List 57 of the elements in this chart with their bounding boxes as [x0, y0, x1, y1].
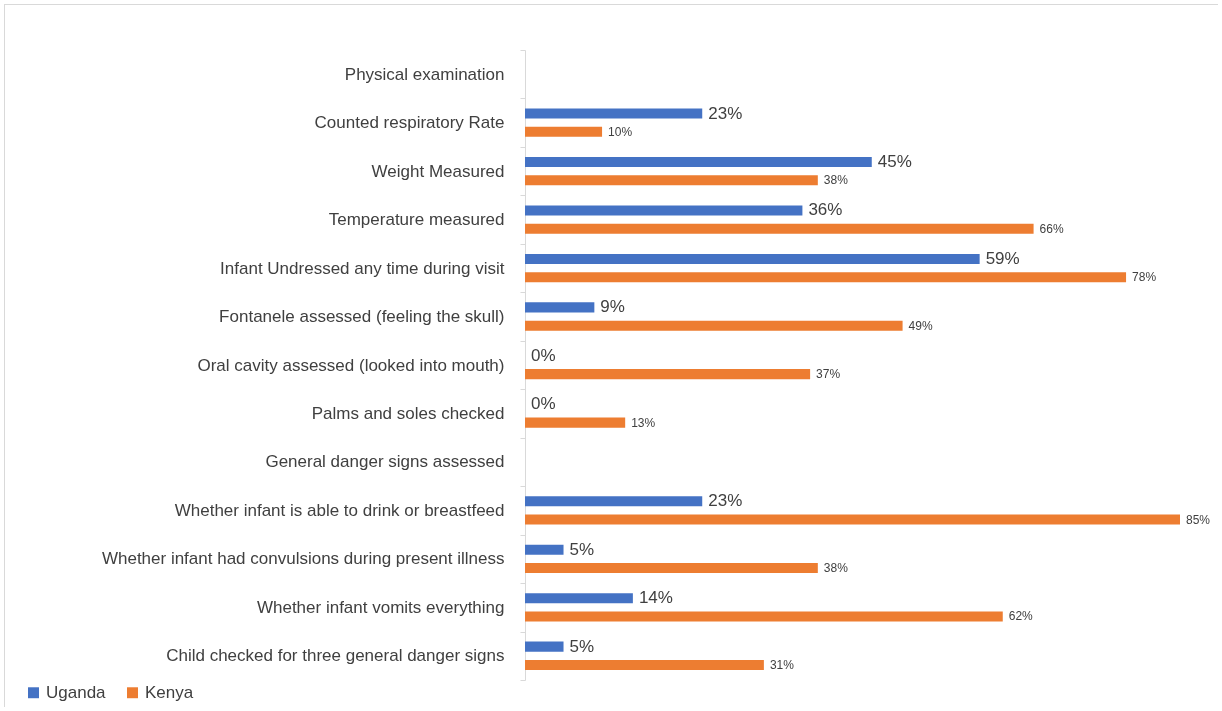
bar — [525, 593, 633, 604]
data-label: 45% — [877, 152, 912, 172]
data-label: 31% — [769, 657, 795, 672]
bar — [525, 659, 764, 670]
bar — [525, 611, 1003, 622]
bar — [525, 302, 595, 313]
bar — [525, 175, 818, 186]
y-tick-label: Physical examination — [344, 64, 505, 84]
bar — [525, 272, 1127, 283]
bar — [525, 223, 1034, 234]
bar — [525, 108, 703, 119]
y-tick-label: Weight Measured — [371, 161, 505, 181]
bar — [525, 126, 603, 137]
bar — [525, 417, 626, 428]
bar — [525, 369, 811, 380]
data-label: 10% — [608, 124, 633, 139]
y-tick-label: Fontanele assessed (feeling the skull) — [219, 307, 505, 327]
bar — [525, 320, 903, 331]
y-tick-label: General danger signs assessed — [265, 452, 505, 472]
data-label: 59% — [985, 248, 1020, 268]
data-label: 13% — [631, 415, 656, 430]
y-tick-label: Infant Undressed any time during visit — [220, 258, 505, 278]
data-label: 78% — [1132, 270, 1157, 285]
bar — [525, 544, 564, 555]
legend-label: Uganda — [46, 682, 107, 702]
y-tick-label: Counted respiratory Rate — [314, 113, 505, 133]
legend-label: Kenya — [145, 682, 194, 702]
data-label: 85% — [1186, 512, 1211, 527]
bar — [525, 205, 803, 216]
y-tick-label: Palms and soles checked — [311, 403, 505, 423]
data-label: 0% — [531, 394, 556, 414]
y-tick-label: Oral cavity assessed (looked into mouth) — [197, 355, 505, 375]
bar — [525, 156, 872, 168]
data-label: 62% — [1008, 609, 1034, 624]
y-tick-label: Whether infant had convulsions during present illness — [101, 549, 505, 569]
bar — [525, 514, 1180, 525]
bar — [525, 562, 818, 574]
data-label: 0% — [531, 345, 556, 365]
bar — [525, 496, 703, 507]
data-label: 5% — [569, 539, 595, 559]
data-label: 23% — [708, 491, 743, 511]
bar — [525, 253, 980, 264]
data-label: 49% — [908, 318, 933, 333]
data-label: 14% — [638, 588, 673, 608]
data-label: 9% — [600, 297, 625, 317]
y-tick-label: Whether infant vomits everything — [256, 597, 505, 617]
data-label: 38% — [823, 173, 849, 188]
y-tick-label: Child checked for three general danger signs — [166, 646, 505, 666]
data-label: 37% — [816, 367, 841, 382]
data-label: 66% — [1039, 221, 1064, 236]
bar — [525, 641, 564, 652]
y-tick-label: Whether infant is able to drink or breastfeed — [174, 500, 505, 520]
data-label: 38% — [823, 560, 849, 575]
data-label: 36% — [808, 200, 843, 220]
data-label: 5% — [569, 636, 595, 656]
data-label: 23% — [708, 103, 743, 123]
y-tick-label: Temperature measured — [328, 210, 505, 230]
